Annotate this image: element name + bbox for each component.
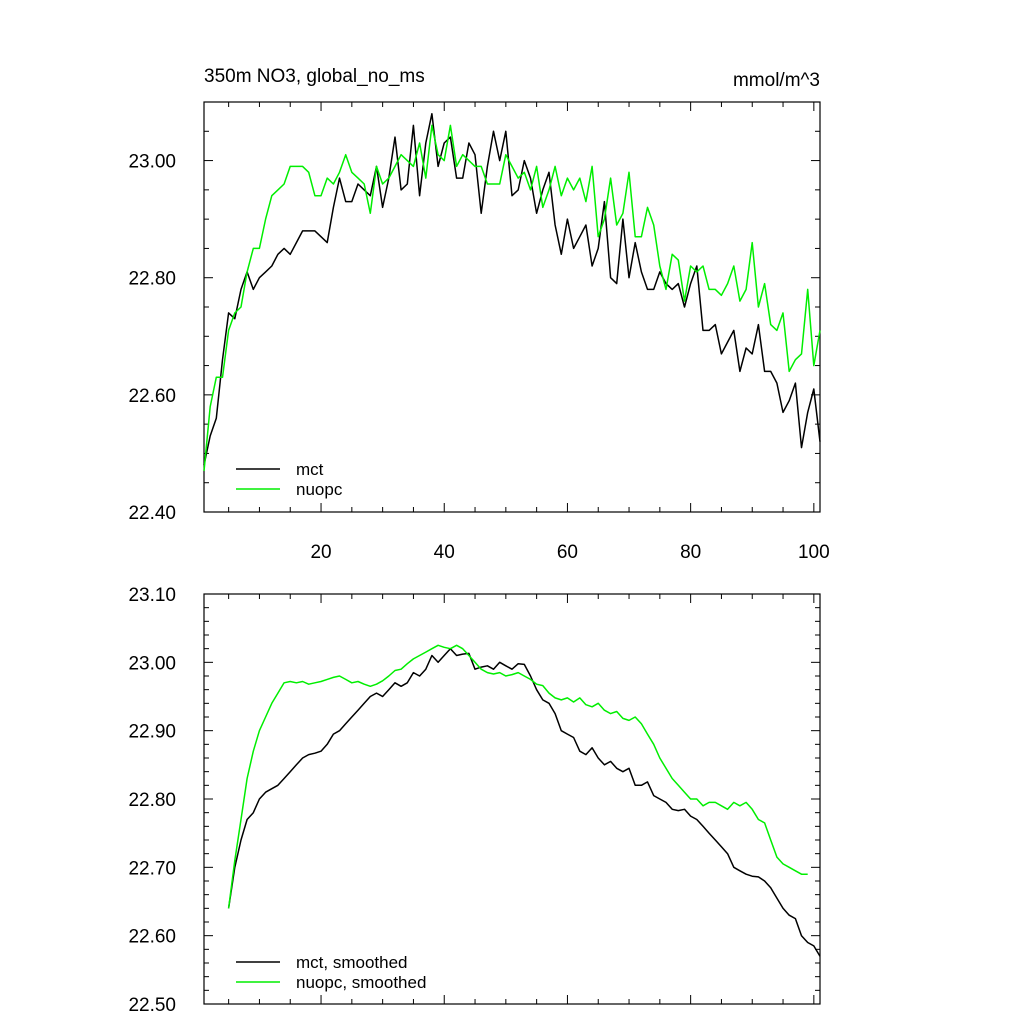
y-tick-label: 22.70 [128, 858, 176, 879]
y-tick-labels: 22.50 22.60 22.70 22.80 22.90 23.00 23.10 [128, 585, 176, 1016]
chart-units: mmol/m^3 [733, 70, 820, 91]
y-tick-label: 23.10 [128, 585, 176, 606]
x-tick-label: 60 [557, 542, 578, 563]
legend: mct, smoothed nuopc, smoothed [236, 953, 426, 992]
legend: mct nuopc [236, 460, 343, 499]
series-line [227, 647, 821, 957]
y-tick-label: 22.40 [128, 503, 176, 524]
y-tick-label: 23.00 [128, 152, 176, 173]
y-tick-label: 22.80 [128, 790, 176, 811]
x-tick-label: 20 [310, 542, 331, 563]
y-tick-label: 22.60 [128, 386, 176, 407]
legend-label-mct: mct [296, 460, 324, 479]
series-line [203, 112, 821, 466]
x-tick-label: 80 [680, 542, 701, 563]
legend-label-nuopc-smoothed: nuopc, smoothed [296, 973, 426, 992]
series-lines [227, 644, 821, 957]
legend-label-mct-smoothed: mct, smoothed [296, 953, 408, 972]
legend-label-nuopc: nuopc [296, 480, 343, 499]
top-chart: 350m NO3, global_no_ms mmol/m^3 22.4022.… [128, 66, 829, 563]
y-tick-labels: 22.40 22.60 22.80 23.00 [128, 152, 176, 524]
tick-marks [204, 101, 820, 513]
y-tick-label: 22.90 [128, 722, 176, 743]
plot-frame [203, 593, 821, 1005]
tick-marks [204, 593, 820, 1005]
series-lines [203, 112, 821, 472]
plot-frame [203, 101, 821, 513]
x-tick-label: 100 [798, 542, 830, 563]
y-tick-label: 22.80 [128, 269, 176, 290]
chart-title: 350m NO3, global_no_ms [204, 66, 425, 87]
bottom-chart: 22.50 22.60 22.70 22.80 22.90 23.00 23.10 mct,… [128, 585, 821, 1016]
y-tick-label: 23.00 [128, 653, 176, 674]
x-tick-label: 40 [434, 542, 455, 563]
x-tick-labels: 20 40 60 80 100 [310, 542, 829, 563]
y-tick-label: 22.60 [128, 927, 176, 948]
y-tick-label: 22.50 [128, 995, 176, 1016]
series-line [203, 124, 821, 472]
series-line [227, 644, 808, 909]
